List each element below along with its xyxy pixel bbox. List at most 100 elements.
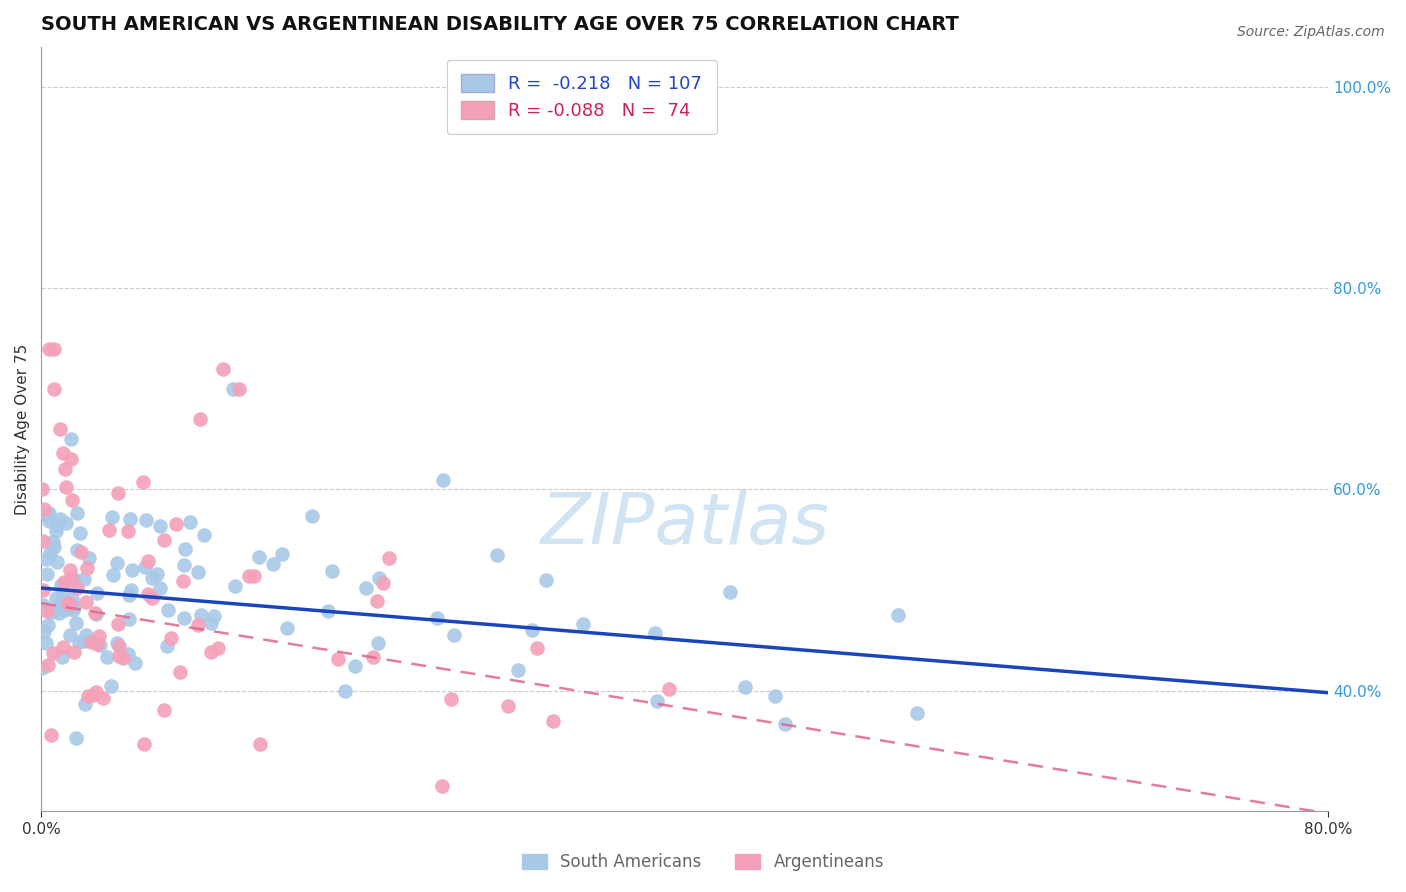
Point — [301, 508, 323, 523]
Point — [174, 541, 197, 556]
Point — [59, 452, 82, 467]
Point — [60, 432, 83, 446]
Point — [65, 731, 87, 745]
Point — [37, 604, 59, 618]
Point — [108, 640, 131, 654]
Point — [172, 574, 194, 589]
Point — [356, 581, 378, 595]
Legend: South Americans, Argentineans: South Americans, Argentineans — [513, 845, 893, 880]
Point — [498, 699, 520, 714]
Point — [117, 648, 139, 662]
Point — [31, 661, 53, 675]
Point — [363, 649, 385, 664]
Point — [118, 612, 141, 626]
Point — [51, 594, 73, 608]
Point — [238, 569, 260, 583]
Point — [541, 714, 564, 728]
Point — [37, 508, 59, 523]
Point — [76, 561, 98, 575]
Point — [91, 690, 114, 705]
Point — [135, 513, 157, 527]
Y-axis label: Disability Age Over 75: Disability Age Over 75 — [15, 343, 30, 515]
Point — [67, 634, 90, 648]
Point — [39, 605, 62, 619]
Point — [145, 566, 167, 581]
Point — [39, 546, 62, 560]
Point — [124, 656, 146, 670]
Point — [132, 475, 155, 489]
Point — [65, 615, 87, 630]
Point — [107, 636, 129, 650]
Point — [157, 603, 180, 617]
Point — [60, 573, 83, 587]
Point — [118, 512, 141, 526]
Point — [249, 737, 271, 751]
Point — [70, 545, 93, 559]
Text: ZIPatlas: ZIPatlas — [540, 490, 830, 559]
Point — [77, 689, 100, 703]
Point — [520, 623, 543, 637]
Point — [186, 565, 208, 579]
Point — [343, 659, 366, 673]
Point — [89, 638, 111, 652]
Point — [39, 728, 62, 742]
Point — [118, 588, 141, 602]
Point — [247, 550, 270, 565]
Point — [202, 609, 225, 624]
Point — [63, 645, 86, 659]
Point — [321, 564, 343, 578]
Point — [105, 557, 128, 571]
Point — [378, 551, 401, 566]
Point — [52, 575, 75, 590]
Point — [31, 483, 53, 497]
Point — [276, 621, 298, 635]
Point — [207, 640, 229, 655]
Point — [765, 689, 787, 703]
Point — [37, 658, 59, 673]
Point — [60, 493, 83, 508]
Point — [326, 651, 349, 665]
Point — [485, 548, 508, 562]
Legend: R =  -0.218   N = 107, R = -0.088   N =  74: R = -0.218 N = 107, R = -0.088 N = 74 — [447, 60, 717, 135]
Point — [316, 604, 339, 618]
Point — [333, 683, 356, 698]
Point — [100, 679, 122, 693]
Point — [534, 574, 557, 588]
Point — [75, 595, 97, 609]
Point — [148, 518, 170, 533]
Point — [66, 506, 89, 520]
Point — [34, 551, 56, 566]
Point — [69, 526, 91, 541]
Point — [86, 637, 108, 651]
Point — [49, 422, 72, 436]
Point — [55, 479, 77, 493]
Point — [134, 737, 156, 751]
Point — [46, 518, 69, 533]
Point — [77, 550, 100, 565]
Point — [111, 650, 134, 665]
Point — [173, 610, 195, 624]
Point — [96, 650, 118, 665]
Point — [222, 382, 245, 396]
Point — [42, 540, 65, 554]
Point — [371, 576, 394, 591]
Point — [35, 567, 58, 582]
Point — [262, 557, 284, 571]
Point — [53, 603, 76, 617]
Point — [108, 649, 131, 664]
Point — [42, 535, 65, 549]
Point — [42, 382, 65, 396]
Point — [506, 663, 529, 677]
Point — [49, 599, 72, 613]
Point — [101, 567, 124, 582]
Point — [32, 599, 55, 613]
Text: SOUTH AMERICAN VS ARGENTINEAN DISABILITY AGE OVER 75 CORRELATION CHART: SOUTH AMERICAN VS ARGENTINEAN DISABILITY… — [41, 15, 959, 34]
Point — [84, 607, 107, 621]
Point — [141, 571, 163, 585]
Point — [200, 645, 222, 659]
Point — [905, 706, 928, 720]
Point — [107, 617, 129, 632]
Point — [52, 446, 75, 460]
Point — [75, 628, 97, 642]
Point — [51, 650, 73, 665]
